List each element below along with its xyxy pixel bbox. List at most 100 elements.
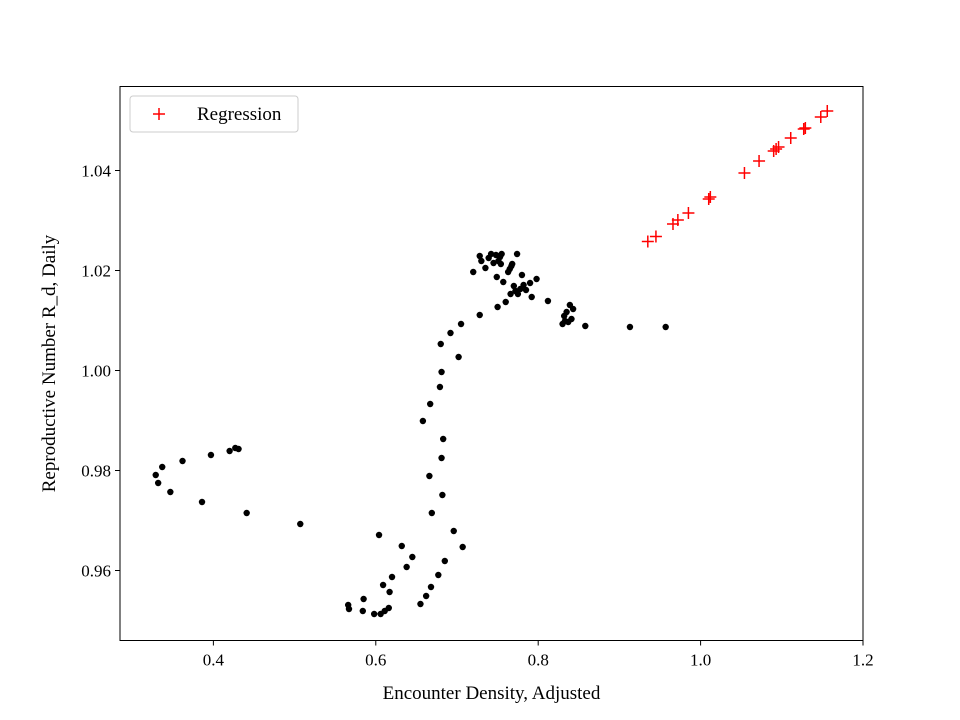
data-point [457, 320, 465, 328]
data-point [582, 322, 589, 330]
y-axis-ticks: 0.96 0.98 1.00 1.02 1.04 [81, 162, 120, 581]
y-tick-label: 1.02 [81, 262, 111, 281]
data-point [662, 323, 669, 331]
data-point [154, 479, 162, 487]
data-point [436, 383, 444, 391]
y-tick-label: 1.04 [81, 162, 111, 181]
data-point [487, 250, 495, 258]
regression-point [799, 122, 812, 134]
data-point [563, 308, 570, 316]
data-point [626, 323, 634, 331]
x-tick-label: 1.0 [690, 651, 711, 670]
regression-point [649, 230, 662, 243]
data-point [500, 278, 507, 286]
data-point [359, 607, 366, 615]
data-point [528, 293, 535, 301]
data-point [510, 282, 518, 290]
data-point [450, 527, 457, 535]
regression-point [821, 105, 834, 117]
data-point [297, 520, 304, 528]
data-point [459, 543, 466, 551]
regression-point [702, 193, 715, 205]
y-tick-label: 0.98 [81, 462, 111, 481]
data-point [509, 260, 516, 268]
data-point [403, 563, 410, 571]
x-axis-ticks: 0.4 0.6 0.8 1.0 1.2 [203, 640, 874, 670]
regression-point [814, 111, 827, 123]
data-point [427, 583, 435, 591]
y-tick-label: 1.00 [81, 362, 111, 381]
data-point [520, 281, 527, 289]
data-point [379, 581, 387, 589]
data-point [507, 290, 514, 298]
data-point [419, 417, 427, 425]
legend-marker-regression [153, 108, 165, 120]
data-point [435, 571, 442, 579]
data-point [455, 353, 462, 361]
data-point [518, 271, 526, 279]
regression-point [770, 143, 783, 155]
y-axis-label: Reproductive Number R_d, Daily [39, 234, 60, 492]
data-point [198, 498, 206, 506]
regression-point [671, 214, 684, 226]
data-point [439, 491, 446, 499]
data-point [470, 268, 477, 276]
plot-area-frame [119, 86, 864, 641]
data-point [476, 311, 483, 319]
data-point [179, 457, 186, 465]
data-point [526, 279, 534, 287]
data-point [498, 250, 505, 258]
x-axis-label: Encounter Density, Adjusted [383, 683, 601, 704]
data-point [438, 368, 445, 376]
data-point [385, 604, 392, 612]
data-point [478, 257, 485, 265]
y-tick-label: 0.96 [81, 562, 111, 581]
data-point [438, 454, 445, 462]
data-point [360, 595, 367, 603]
legend-label-regression: Regression [197, 104, 282, 125]
legend: Regression [129, 95, 299, 133]
data-point [482, 264, 489, 272]
data-point [428, 509, 436, 517]
data-point [533, 275, 540, 283]
data-point [426, 400, 434, 408]
data-point [152, 471, 159, 479]
regression-point [772, 141, 785, 153]
data-point [159, 463, 166, 471]
data-point [544, 297, 552, 305]
data-point [386, 588, 393, 596]
data-point [409, 553, 416, 561]
x-tick-label: 0.4 [203, 651, 225, 670]
regression-point [641, 235, 654, 248]
data-point [207, 451, 215, 459]
data-point [437, 340, 444, 348]
data-point [568, 315, 575, 323]
data-point [441, 557, 449, 565]
data-point [439, 435, 447, 443]
x-tick-label: 0.8 [528, 651, 549, 670]
data-point [447, 329, 454, 337]
data-point [243, 509, 250, 517]
data-point [388, 573, 396, 581]
regression-point [704, 191, 717, 203]
data-point [370, 610, 378, 618]
data-point [167, 488, 174, 496]
data-points [152, 105, 834, 618]
legend-box [129, 95, 299, 133]
data-point [514, 290, 522, 298]
data-point [569, 305, 577, 313]
data-point [490, 259, 497, 267]
data-point [226, 447, 233, 455]
x-tick-label: 0.6 [365, 651, 386, 670]
regression-point [738, 167, 751, 179]
data-point [375, 531, 383, 539]
regression-point [753, 155, 766, 167]
data-point [417, 600, 424, 608]
regression-point [797, 123, 810, 135]
data-point [476, 252, 483, 260]
regression-point [682, 207, 695, 219]
data-point [494, 303, 501, 311]
data-point [493, 273, 500, 281]
data-point [497, 260, 505, 268]
